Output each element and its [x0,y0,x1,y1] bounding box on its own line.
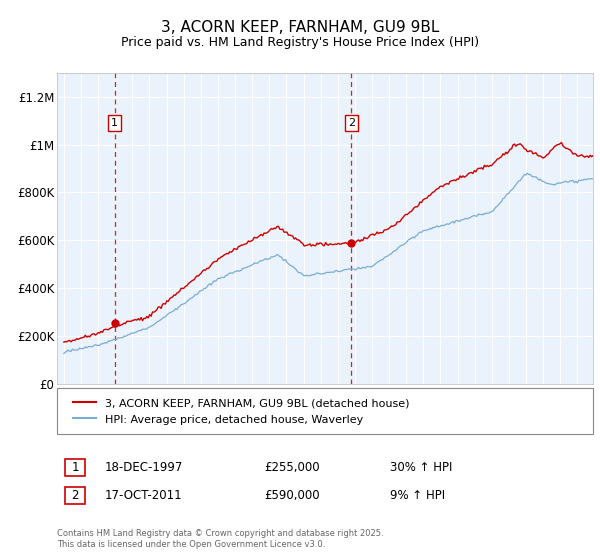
Text: 17-OCT-2011: 17-OCT-2011 [105,489,182,502]
Text: 1: 1 [71,461,79,474]
Text: 2: 2 [347,118,355,128]
Text: 2: 2 [71,489,79,502]
Text: 18-DEC-1997: 18-DEC-1997 [105,461,184,474]
Text: Price paid vs. HM Land Registry's House Price Index (HPI): Price paid vs. HM Land Registry's House … [121,36,479,49]
Text: £590,000: £590,000 [264,489,320,502]
Text: Contains HM Land Registry data © Crown copyright and database right 2025.
This d: Contains HM Land Registry data © Crown c… [57,529,383,549]
Text: £255,000: £255,000 [264,461,320,474]
Legend: 3, ACORN KEEP, FARNHAM, GU9 9BL (detached house), HPI: Average price, detached h: 3, ACORN KEEP, FARNHAM, GU9 9BL (detache… [68,392,415,430]
Text: 1: 1 [111,118,118,128]
Text: 9% ↑ HPI: 9% ↑ HPI [390,489,445,502]
Text: 30% ↑ HPI: 30% ↑ HPI [390,461,452,474]
Text: 3, ACORN KEEP, FARNHAM, GU9 9BL: 3, ACORN KEEP, FARNHAM, GU9 9BL [161,20,439,35]
